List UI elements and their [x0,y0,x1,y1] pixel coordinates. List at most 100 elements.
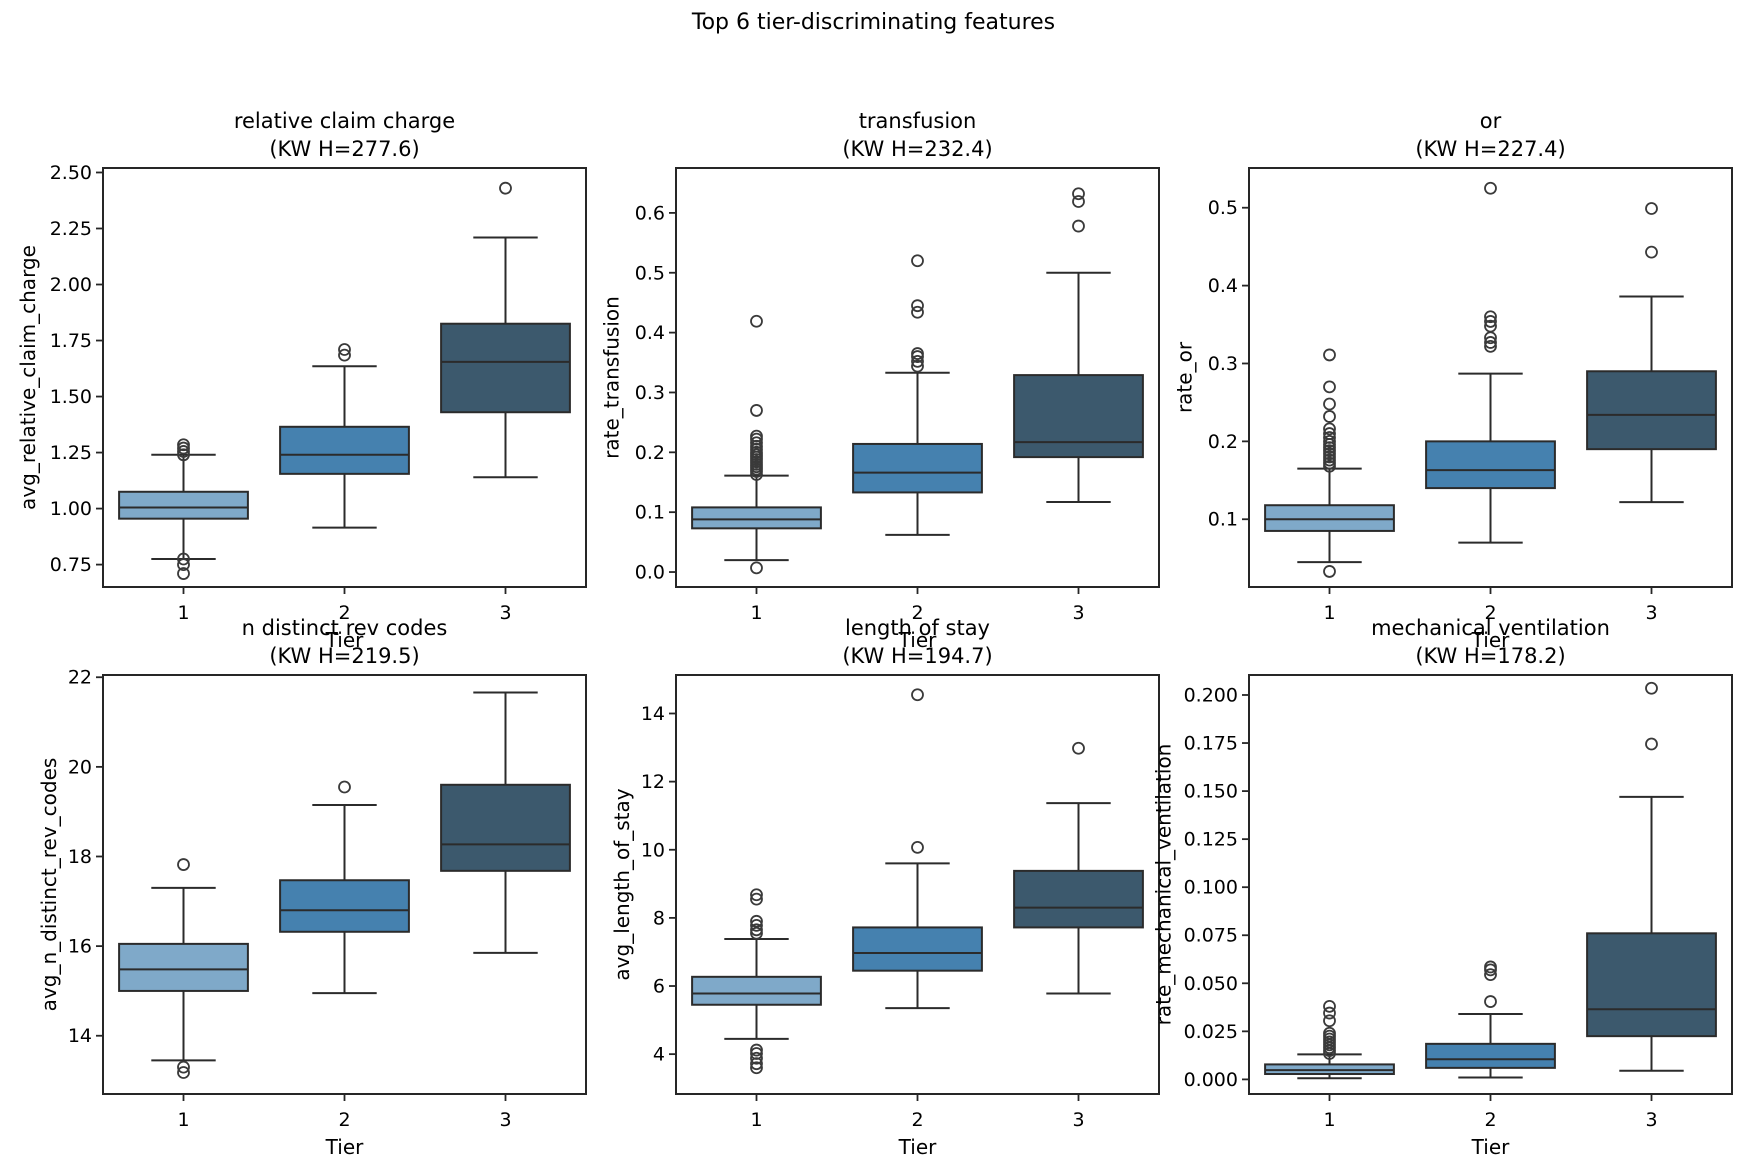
outlier-point [1323,427,1336,440]
outlier-point [499,181,512,195]
x-tick-label: 3 [1072,602,1084,624]
outlier-point [1072,219,1085,233]
box-tier-1 [118,490,249,520]
outlier-point [1484,995,1497,1008]
y-tick-label: 18 [68,846,92,868]
y-tick-label: 0.100 [1184,877,1238,899]
outlier-point [338,780,351,794]
box-group-tier-3 [440,181,571,479]
subplot-subtitle: (KW H=277.6) [269,137,419,161]
subplot-or: 0.1 0.2 0.3 0.4 0.5 1 2 3 Tier rate_or or (KW H=227… [1173,109,1733,652]
outlier-point [750,429,763,443]
outlier-point [1645,202,1658,215]
subplot-title: mechanical ventilation [1371,616,1610,640]
box-group-tier-2 [1425,181,1556,544]
y-tick-label: 0.025 [1184,1021,1238,1043]
subplot-transfusion: 0.0 0.1 0.2 0.3 0.4 0.5 0.6 1 2 3 Tier rate_transfu… [600,109,1160,652]
outlier-point [1484,336,1497,349]
x-tick-label: 2 [1484,602,1496,624]
box-tier-3 [1586,932,1717,1038]
x-axis-label: Tier [898,628,937,652]
outlier-point [1072,187,1085,201]
subplot-n-distinct-rev-codes: 14 16 18 20 22 1 2 3 Tier avg_n_distinct_rev_code… [37,616,587,1159]
outlier-point [911,688,924,702]
box-group-tier-2 [279,780,410,995]
box-group-tier-1 [1264,348,1395,578]
outlier-point [750,926,763,940]
x-tick-label: 1 [177,1109,189,1131]
box-group-tier-1 [118,438,249,580]
y-tick-label: 2.00 [50,274,92,296]
box-tier-2 [279,425,410,475]
box-group-tier-3 [440,691,571,954]
box-tier-2 [852,926,983,972]
figure-suptitle: Top 6 tier-discriminating features [691,10,1056,35]
outlier-point [911,254,924,268]
box-tier-3 [1013,869,1144,929]
x-tick-label: 1 [750,1109,762,1131]
y-tick-label: 0.150 [1184,781,1238,803]
y-axis-label: avg_n_distinct_rev_codes [37,758,61,1012]
outlier-point [1645,245,1658,259]
y-axis-label: rate_mechanical_ventilation [1152,744,1176,1026]
y-tick-label: 20 [68,756,92,778]
outlier-point [177,441,190,455]
outlier-point [1484,339,1497,353]
outlier-point [1323,410,1336,423]
x-tick-label: 1 [1323,1109,1335,1131]
box-group-tier-3 [1586,681,1717,1072]
outlier-point [1072,741,1085,755]
y-tick-label: 0.1 [635,502,665,524]
outlier-point [1484,319,1497,333]
outlier-point [177,552,190,566]
subplot-title: transfusion [859,109,977,133]
y-tick-label: 0.125 [1184,829,1238,851]
outlier-point [177,1060,190,1074]
outlier-point [1323,999,1336,1013]
y-tick-label: 4 [653,1044,665,1066]
y-tick-label: 0.2 [1208,431,1238,453]
y-axis-label: rate_or [1173,341,1197,413]
outlier-point [177,445,190,458]
box-tier-1 [691,975,822,1006]
outlier-point [1323,422,1336,436]
subplot-subtitle: (KW H=227.4) [1415,137,1565,161]
y-axis-label: avg_length_of_stay [610,788,634,980]
outlier-point [1323,348,1336,362]
outlier-point [911,359,924,373]
outlier-point [177,558,190,571]
outlier-point [911,305,924,319]
outlier-point [177,448,190,462]
box-group-tier-3 [1013,187,1144,504]
outlier-point [750,1043,763,1057]
outlier-point [1484,960,1497,974]
box-tier-3 [1013,374,1144,459]
x-tick-label: 1 [1323,602,1335,624]
outlier-point [177,1066,190,1079]
x-axis-label: Tier [325,1135,364,1159]
box-tier-2 [1425,1042,1556,1069]
outlier-point [1484,968,1497,982]
y-tick-label: 1.25 [50,442,92,464]
outlier-point [1323,1006,1336,1020]
x-tick-label: 3 [499,602,511,624]
y-tick-label: 0.075 [1184,925,1238,947]
outlier-point [338,348,351,362]
y-tick-label: 0.2 [635,442,665,464]
x-axis-label: Tier [898,1135,937,1159]
outlier-point [1484,310,1497,324]
outlier-point [1323,431,1336,444]
outlier-point [750,561,763,575]
y-tick-label: 0.4 [635,322,665,344]
box-tier-3 [1586,370,1717,451]
x-axis-label: Tier [1471,628,1510,652]
y-tick-label: 16 [68,936,92,958]
y-tick-label: 0.175 [1184,733,1238,755]
outlier-point [1323,1026,1336,1040]
box-tier-1 [691,506,822,530]
box-tier-1 [118,942,249,992]
x-tick-label: 1 [750,602,762,624]
y-tick-label: 0.6 [635,202,665,224]
subplot-subtitle: (KW H=194.7) [842,644,992,668]
